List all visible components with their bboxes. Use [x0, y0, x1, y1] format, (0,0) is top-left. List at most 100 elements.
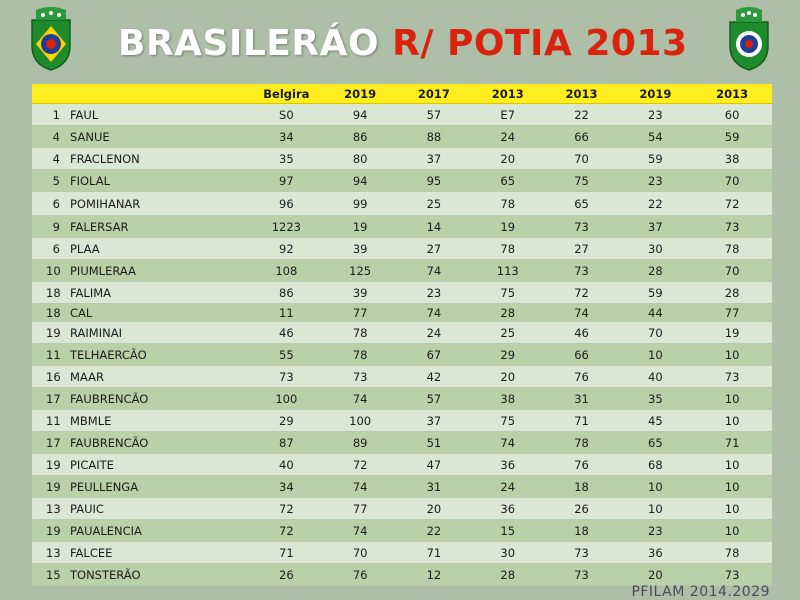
value-cell: 73: [724, 219, 740, 234]
value-cell: 31: [426, 479, 442, 494]
header-cell: Belgira: [263, 86, 310, 101]
team-cell: 1 FAUL: [32, 108, 249, 122]
position-number: 13: [46, 545, 61, 560]
value-cell: 78: [724, 545, 740, 560]
value-cell: 73: [574, 263, 589, 278]
value-cell: 100: [349, 413, 372, 428]
table-row: 19 PEULLENGA 34 74 31 24 18 10 10: [32, 476, 772, 498]
team-name: MBMLE: [70, 413, 112, 428]
team-name: PAUALENCIA: [70, 523, 142, 538]
position-number: 9: [52, 219, 60, 234]
value-cell: 10: [724, 457, 740, 472]
table-row: 5 FIOLAL 97 94 95 65 75 23 70: [32, 170, 772, 192]
table-row: 17 FAUBRENCÃO 87 89 51 74 78 65 71: [32, 432, 772, 454]
value-cell: 66: [574, 129, 589, 144]
value-cell: 55: [279, 347, 294, 362]
team-cell: 19 PEULLENGA: [32, 480, 249, 494]
position-number: 19: [46, 457, 61, 472]
value-cell: 45: [648, 413, 663, 428]
value-cell: 72: [724, 196, 740, 211]
value-cell: 10: [724, 523, 740, 538]
value-cell: 10: [724, 479, 740, 494]
value-cell: 22: [426, 523, 442, 538]
team-cell: 6 PLAA: [32, 242, 249, 256]
value-cell: 37: [426, 151, 442, 166]
value-cell: 34: [279, 479, 294, 494]
value-cell: 46: [574, 325, 589, 340]
team-cell: 4 FRACLENON: [32, 152, 249, 166]
value-cell: 10: [648, 479, 663, 494]
table-row: 4 FRACLENON 35 80 37 20 70 59 38: [32, 148, 772, 170]
value-cell: 65: [500, 173, 516, 188]
team-cell: 16 MAAR: [32, 370, 249, 384]
value-cell: 23: [426, 285, 442, 300]
table-row: 11 MBMLE 29 100 37 75 71 45 10: [32, 410, 772, 432]
club-crest-icon: [31, 7, 71, 71]
team-name: SANUE: [70, 129, 110, 144]
value-cell: 68: [648, 457, 663, 472]
value-cell: 86: [352, 129, 368, 144]
value-cell: 29: [279, 413, 294, 428]
value-cell: 113: [496, 263, 519, 278]
table-row: 16 MAAR 73 73 42 20 76 40 73: [32, 366, 772, 388]
team-name: PLAA: [70, 241, 100, 256]
value-cell: 15: [500, 523, 516, 538]
position-number: 4: [52, 151, 60, 166]
table-row: 19 PICAITE 40 72 47 36 76 68 10: [32, 454, 772, 476]
value-cell: 125: [349, 263, 372, 278]
value-cell: 18: [574, 523, 589, 538]
table-row: 18 FALIMA 86 39 23 75 72 59 28: [32, 282, 772, 304]
table-row: 15 TONSTERÃO 26 76 12 28 73 20 73: [32, 564, 772, 586]
value-cell: 40: [279, 457, 294, 472]
value-cell: 70: [352, 545, 368, 560]
table-body: 1 FAUL S0 94 57 E7 22 23 60 4 SANUE 34 86 88 24 6 6 5 4 5 9 4…: [32, 104, 772, 586]
team-name: PAUIC: [70, 501, 104, 516]
team-cell: 9 FALERSAR: [32, 220, 249, 234]
value-cell: 74: [574, 305, 589, 320]
team-name: FRACLENON: [70, 151, 140, 166]
value-cell: 71: [426, 545, 442, 560]
value-cell: 37: [648, 219, 663, 234]
value-cell: 72: [279, 523, 294, 538]
value-cell: 42: [426, 369, 442, 384]
value-cell: 54: [648, 129, 663, 144]
value-cell: 11: [279, 305, 294, 320]
value-cell: 74: [426, 305, 442, 320]
value-cell: 27: [574, 241, 589, 256]
table-row: 1 FAUL S0 94 57 E7 22 23 60: [32, 104, 772, 126]
table-row: 13 PAUIC 72 77 20 36 26 10 10: [32, 498, 772, 520]
team-name: FALERSAR: [70, 219, 129, 234]
value-cell: 24: [500, 129, 516, 144]
value-cell: 10: [724, 391, 740, 406]
position-number: 18: [46, 285, 61, 300]
value-cell: 75: [500, 285, 516, 300]
value-cell: 70: [724, 173, 740, 188]
position-number: 1: [52, 107, 60, 122]
value-cell: 39: [352, 241, 368, 256]
header-cell: 2017: [417, 86, 450, 101]
team-name: POMIHANAR: [70, 196, 141, 211]
value-cell: 65: [574, 196, 589, 211]
value-cell: 77: [352, 305, 368, 320]
value-cell: 76: [352, 567, 368, 582]
team-name: FIOLAL: [70, 173, 111, 188]
team-name: RAIMINAI: [70, 325, 122, 340]
value-cell: 20: [500, 151, 516, 166]
value-cell: 71: [574, 413, 589, 428]
position-number: 4: [52, 129, 60, 144]
value-cell: 60: [724, 107, 740, 122]
team-cell: 19 PICAITE: [32, 458, 249, 472]
header-cell: 2013: [565, 86, 598, 101]
value-cell: 36: [500, 457, 516, 472]
position-number: 6: [52, 196, 60, 211]
team-cell: 17 FAUBRENCÃO: [32, 436, 249, 450]
value-cell: 35: [648, 391, 663, 406]
position-number: 18: [46, 305, 61, 320]
value-cell: 12: [426, 567, 442, 582]
table-row: 18 CAL 11 77 74 28 74 44 77: [32, 304, 772, 322]
table-row: 13 FALCEE 71 70 71 30 73 36 78: [32, 542, 772, 564]
team-name: PICAITE: [70, 457, 114, 472]
value-cell: 88: [426, 129, 442, 144]
value-cell: 35: [279, 151, 294, 166]
